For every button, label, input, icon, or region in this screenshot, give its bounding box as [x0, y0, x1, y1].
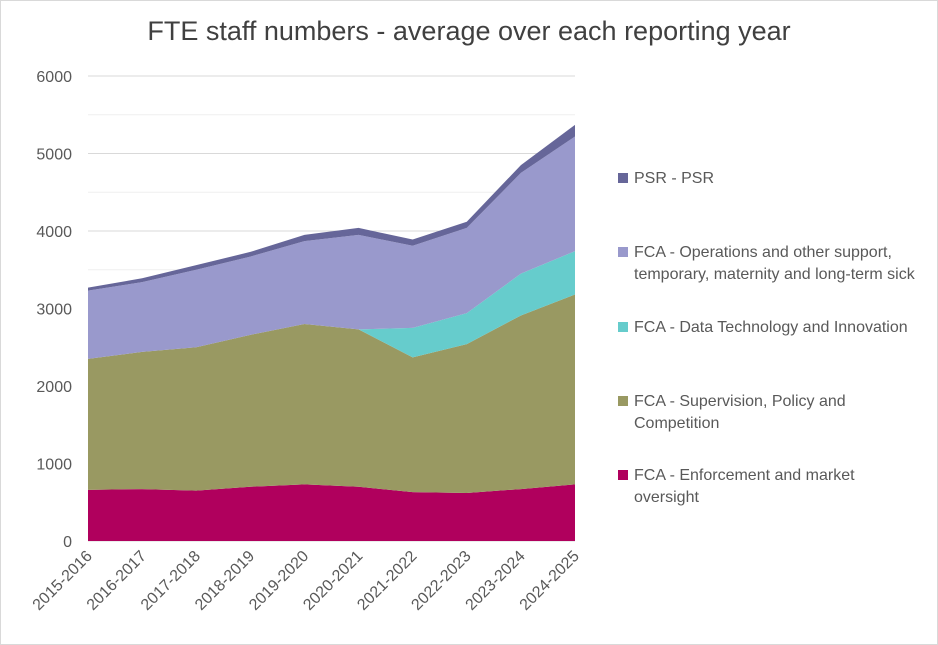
legend-label: FCA - Enforcement and market oversight [634, 467, 855, 506]
legend-label: PSR - PSR [634, 170, 715, 187]
area-series-0 [88, 484, 575, 541]
area-series-2 [88, 251, 575, 359]
y-axis-ticks: 0 1000 2000 3000 4000 5000 6000 [36, 69, 72, 551]
y-tick-label: 2000 [36, 379, 72, 396]
x-axis-ticks: 2015-20162016-20172017-20182018-20192019… [30, 548, 583, 614]
legend-swatch [618, 470, 628, 480]
x-tick-label: 2024-2025 [517, 548, 583, 614]
legend-item: FCA - Operations and other support, temp… [618, 242, 919, 286]
legend-label: FCA - Data Technology and Innovation [634, 319, 908, 336]
area-series-3 [88, 136, 575, 359]
legend-item: FCA - Supervision, Policy and Competitio… [618, 391, 919, 435]
y-tick-label: 5000 [36, 147, 72, 164]
y-tick-label: 1000 [36, 457, 72, 474]
legend-swatch [618, 322, 628, 332]
legend-label: FCA - Operations and other support, temp… [634, 244, 915, 283]
legend-swatch [618, 247, 628, 257]
legend-item: FCA - Data Technology and Innovation [618, 317, 919, 339]
area-series-1 [88, 294, 575, 493]
legend-label: FCA - Supervision, Policy and Competitio… [634, 393, 846, 432]
stacked-areas [88, 124, 575, 541]
y-tick-label: 3000 [36, 302, 72, 319]
y-tick-label: 4000 [36, 224, 72, 241]
y-tick-label: 0 [63, 534, 72, 551]
y-tick-label: 6000 [36, 69, 72, 86]
legend-item: FCA - Enforcement and market oversight [618, 465, 919, 509]
legend-swatch [618, 396, 628, 406]
chart-title: FTE staff numbers - average over each re… [147, 16, 791, 46]
legend-item: PSR - PSR [618, 168, 919, 190]
legend-swatch [618, 173, 628, 183]
